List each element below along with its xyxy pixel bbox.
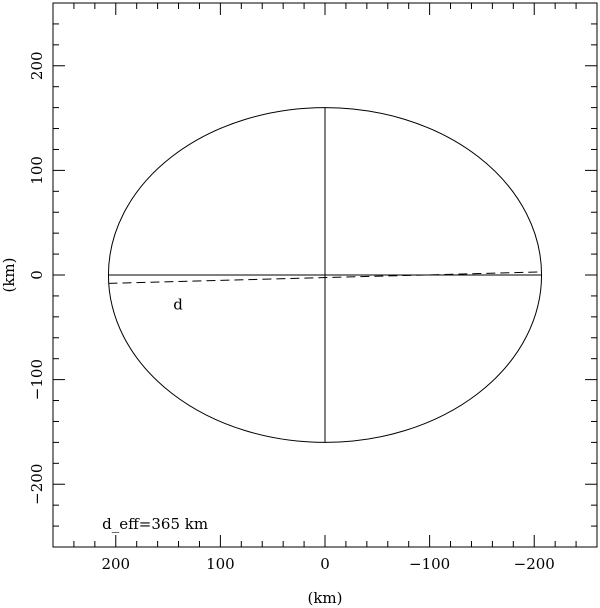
plot-shapes (107, 107, 543, 443)
y-tick-label: −200 (28, 464, 46, 505)
annotation-d-eff: d_eff=365 km (102, 515, 208, 533)
y-tick-label: −100 (28, 359, 46, 400)
x-tick-label: 100 (206, 555, 235, 573)
x-tick-labels: 200 100 0 −100 −200 (101, 555, 554, 573)
y-axis-title: (km) (0, 257, 18, 292)
y-tick-labels: 200 100 0 −100 −200 (28, 51, 46, 504)
dashed-chord-line (108, 271, 542, 284)
x-axis-title: (km) (307, 589, 342, 607)
y-tick-label: 0 (28, 270, 46, 280)
x-tick-label: −200 (514, 555, 555, 573)
x-tick-label: 0 (320, 555, 330, 573)
annotation-d: d (173, 295, 183, 313)
x-tick-label: −100 (409, 555, 450, 573)
y-tick-label: 100 (28, 156, 46, 185)
x-tick-label: 200 (101, 555, 130, 573)
y-tick-label: 200 (28, 51, 46, 80)
tick-marks (53, 3, 597, 547)
